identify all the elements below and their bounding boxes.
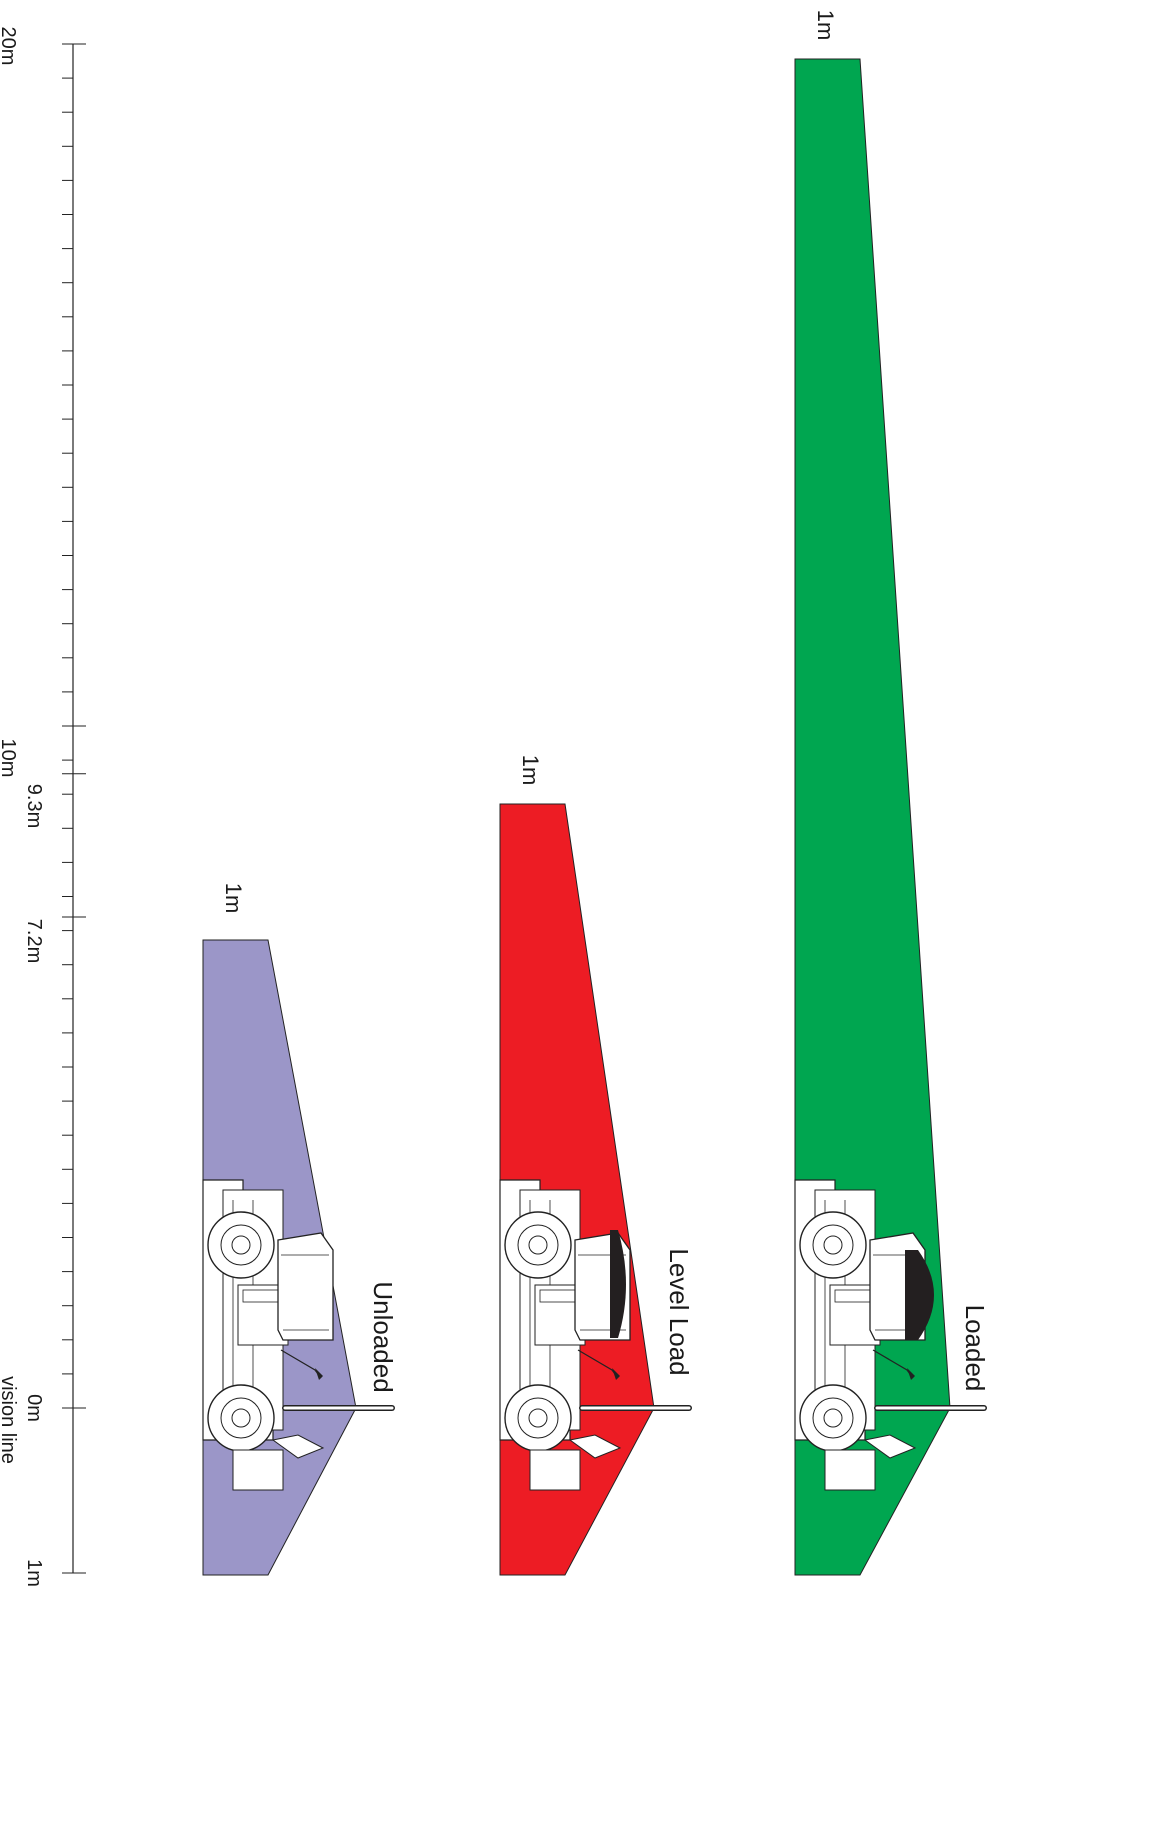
scale-label-20m: 20m [0, 27, 19, 66]
zone-unloaded: 1m Unloaded [202, 883, 398, 1576]
scale-label-9-3m: 9.3m [23, 784, 45, 828]
loaded-label: Loaded [960, 1305, 990, 1392]
scale-ticks [62, 43, 86, 1574]
level-load-width-label: 1m [518, 755, 543, 786]
zone-level-load: 1m Level Load [499, 755, 694, 1576]
scale-label-1m: 1m [23, 1559, 45, 1587]
scale-label-10m: 10m [0, 739, 19, 778]
scale-label-7-2m: 7.2m [23, 919, 45, 963]
scale-label-vision-line: vision line [0, 1376, 19, 1464]
unloaded-width-label: 1m [221, 883, 246, 914]
unloaded-label: Unloaded [368, 1281, 398, 1392]
level-load-label: Level Load [664, 1248, 694, 1375]
loaded-width-label: 1m [813, 10, 838, 41]
scale-label-0m: 0m [23, 1394, 45, 1422]
zone-loaded: 1m Loaded [794, 10, 990, 1576]
distance-scale: 20m 10m 9.3m 7.2m 0m vision line 1m [0, 27, 86, 1587]
